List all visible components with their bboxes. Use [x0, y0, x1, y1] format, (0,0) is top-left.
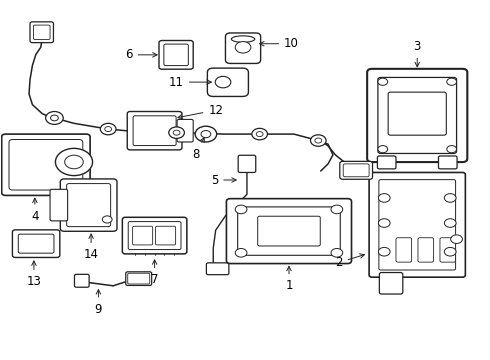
Circle shape: [65, 155, 83, 169]
Circle shape: [169, 127, 184, 138]
FancyBboxPatch shape: [12, 230, 60, 257]
FancyBboxPatch shape: [50, 189, 68, 221]
Circle shape: [444, 219, 456, 227]
FancyBboxPatch shape: [238, 207, 340, 255]
Text: 6: 6: [125, 48, 157, 61]
FancyBboxPatch shape: [207, 68, 248, 96]
Text: 11: 11: [169, 76, 211, 89]
Circle shape: [378, 247, 390, 256]
FancyBboxPatch shape: [439, 156, 457, 169]
FancyBboxPatch shape: [122, 217, 187, 254]
Text: 12: 12: [178, 104, 223, 119]
Circle shape: [378, 219, 390, 227]
FancyBboxPatch shape: [128, 273, 150, 284]
FancyBboxPatch shape: [177, 120, 193, 142]
FancyBboxPatch shape: [206, 263, 229, 275]
FancyBboxPatch shape: [1, 134, 90, 195]
FancyBboxPatch shape: [9, 139, 83, 190]
FancyBboxPatch shape: [343, 164, 369, 177]
Ellipse shape: [231, 36, 255, 42]
Circle shape: [451, 235, 463, 243]
FancyBboxPatch shape: [418, 238, 434, 262]
FancyBboxPatch shape: [378, 77, 457, 153]
FancyBboxPatch shape: [388, 92, 446, 135]
Circle shape: [100, 123, 116, 135]
Circle shape: [378, 194, 390, 202]
Circle shape: [252, 129, 268, 140]
FancyBboxPatch shape: [18, 234, 54, 253]
FancyBboxPatch shape: [340, 161, 372, 179]
FancyBboxPatch shape: [396, 238, 412, 262]
FancyBboxPatch shape: [60, 179, 117, 231]
Circle shape: [46, 112, 63, 125]
Circle shape: [447, 78, 457, 85]
Text: 3: 3: [414, 40, 421, 67]
FancyBboxPatch shape: [126, 272, 152, 285]
Circle shape: [315, 138, 322, 143]
Text: 1: 1: [285, 266, 293, 292]
Circle shape: [201, 131, 211, 138]
Text: 2: 2: [335, 254, 365, 269]
Text: 5: 5: [211, 174, 236, 186]
FancyBboxPatch shape: [67, 184, 111, 226]
Circle shape: [55, 148, 93, 176]
Circle shape: [447, 145, 457, 153]
FancyBboxPatch shape: [379, 180, 456, 270]
Circle shape: [50, 115, 58, 121]
FancyBboxPatch shape: [30, 22, 53, 42]
Circle shape: [173, 130, 180, 135]
Text: 13: 13: [26, 261, 41, 288]
FancyBboxPatch shape: [156, 226, 175, 245]
Circle shape: [331, 248, 343, 257]
FancyBboxPatch shape: [440, 238, 456, 262]
FancyBboxPatch shape: [33, 25, 50, 40]
Text: 4: 4: [31, 198, 39, 223]
FancyBboxPatch shape: [159, 41, 193, 69]
Text: 10: 10: [260, 37, 299, 50]
FancyBboxPatch shape: [128, 222, 181, 249]
FancyBboxPatch shape: [258, 216, 320, 246]
FancyBboxPatch shape: [369, 172, 466, 277]
Circle shape: [235, 205, 247, 214]
Circle shape: [215, 76, 231, 88]
FancyBboxPatch shape: [225, 33, 261, 63]
FancyBboxPatch shape: [238, 155, 256, 172]
Circle shape: [378, 78, 388, 85]
FancyBboxPatch shape: [377, 156, 396, 169]
FancyBboxPatch shape: [133, 226, 153, 245]
Circle shape: [311, 135, 326, 146]
Text: 7: 7: [151, 260, 158, 286]
Circle shape: [444, 247, 456, 256]
Circle shape: [105, 127, 112, 132]
Circle shape: [256, 132, 263, 136]
FancyBboxPatch shape: [127, 112, 182, 150]
FancyBboxPatch shape: [367, 69, 467, 162]
FancyBboxPatch shape: [74, 274, 89, 287]
Text: 9: 9: [95, 290, 102, 316]
Circle shape: [331, 205, 343, 214]
FancyBboxPatch shape: [164, 44, 188, 66]
FancyBboxPatch shape: [133, 116, 176, 145]
Circle shape: [102, 216, 112, 223]
FancyBboxPatch shape: [379, 273, 403, 294]
Text: 8: 8: [193, 138, 204, 161]
Circle shape: [235, 41, 251, 53]
Circle shape: [444, 194, 456, 202]
Circle shape: [378, 145, 388, 153]
Circle shape: [235, 248, 247, 257]
Circle shape: [195, 126, 217, 142]
FancyBboxPatch shape: [226, 199, 351, 264]
Text: 14: 14: [84, 234, 98, 261]
